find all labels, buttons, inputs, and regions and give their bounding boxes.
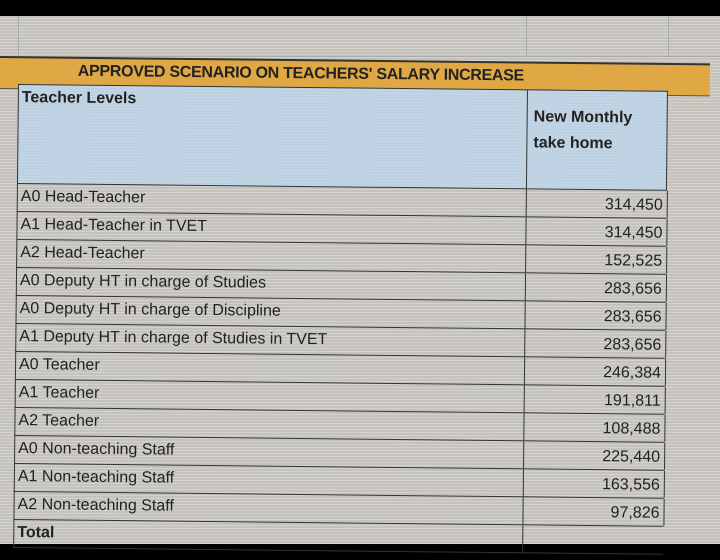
level-cell[interactable]: A0 Deputy HT in charge of Studies [19, 272, 267, 292]
level-cell[interactable]: A2 Non-teaching Staff [17, 496, 174, 515]
gridline [526, 16, 527, 56]
empty-grid-rows [0, 16, 720, 57]
take-home-cell[interactable]: 163,556 [522, 469, 665, 498]
take-home-cell[interactable]: 108,488 [523, 413, 666, 442]
total-label: Total [17, 524, 55, 542]
salary-table: Teacher Levels New Monthly take home A0 … [13, 84, 670, 555]
take-home-cell[interactable]: 97,826 [522, 497, 665, 526]
total-value[interactable] [522, 525, 665, 554]
take-home-cell[interactable]: 152,525 [525, 245, 668, 274]
take-home-cell[interactable]: 191,811 [523, 385, 666, 414]
gridline [18, 16, 19, 56]
level-cell[interactable]: A0 Teacher [18, 356, 100, 374]
level-cell[interactable]: A2 Teacher [18, 412, 100, 430]
level-cell[interactable]: A1 Non-teaching Staff [17, 468, 175, 487]
level-cell[interactable]: A0 Deputy HT in charge of Discipline [19, 300, 281, 320]
total-row[interactable]: Total [13, 519, 665, 555]
spreadsheet: APPROVED SCENARIO ON TEACHERS' SALARY IN… [0, 16, 720, 555]
take-home-cell[interactable]: 283,656 [524, 329, 667, 358]
level-cell[interactable]: A1 Deputy HT in charge of Studies in TVE… [19, 328, 328, 349]
level-cell[interactable]: A2 Head-Teacher [20, 244, 145, 263]
header-take-home-line2: take home [533, 134, 613, 153]
sheet-title: APPROVED SCENARIO ON TEACHERS' SALARY IN… [77, 62, 524, 85]
level-cell[interactable]: A0 Head-Teacher [20, 188, 146, 207]
header-teacher-levels[interactable]: Teacher Levels [21, 89, 137, 108]
gridline [668, 16, 669, 56]
take-home-cell[interactable]: 314,450 [525, 189, 668, 218]
take-home-cell[interactable]: 283,656 [524, 273, 668, 302]
take-home-cell[interactable]: 283,656 [524, 301, 667, 330]
take-home-cell[interactable]: 246,384 [523, 357, 667, 386]
header-take-home-line1: New Monthly [533, 108, 633, 127]
level-cell[interactable]: A0 Non-teaching Staff [18, 440, 175, 459]
take-home-cell[interactable]: 225,440 [523, 441, 666, 470]
take-home-cell[interactable]: 314,450 [525, 217, 668, 246]
table-header: Teacher Levels New Monthly take home [16, 84, 670, 191]
level-cell[interactable]: A1 Teacher [18, 384, 100, 402]
level-cell[interactable]: A1 Head-Teacher in TVET [20, 216, 208, 235]
header-take-home[interactable]: New Monthly take home [525, 90, 670, 190]
